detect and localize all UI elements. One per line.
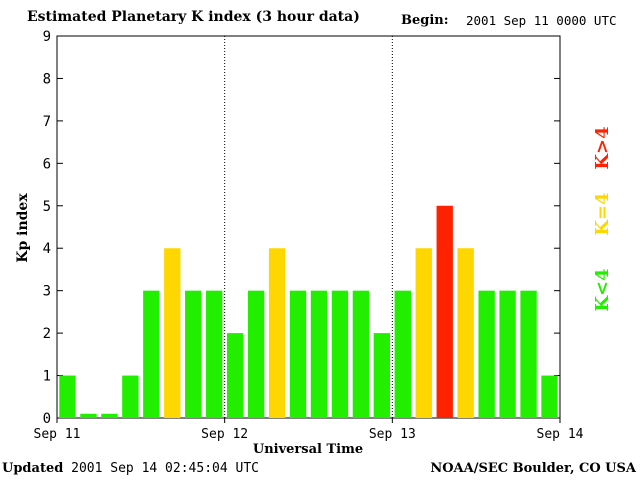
y-tick-label: 4 <box>43 241 51 257</box>
kp-bar <box>352 290 370 418</box>
legend-low: K<4 <box>592 268 613 311</box>
kp-bar <box>59 375 76 418</box>
kp-bar <box>373 333 391 418</box>
x-tick-label: Sep 11 <box>34 427 81 442</box>
begin-value: 2001 Sep 11 0000 UTC <box>466 13 617 28</box>
kp-bar <box>478 290 495 418</box>
kp-bar <box>436 205 453 418</box>
kp-bar <box>415 248 432 418</box>
kp-bar <box>541 375 558 418</box>
y-tick-label: 6 <box>43 156 51 172</box>
kp-bar <box>185 290 202 418</box>
kp-bar <box>101 413 118 418</box>
kp-bar <box>122 375 139 418</box>
chart-title: Estimated Planetary K index (3 hour data… <box>27 9 360 25</box>
kp-bar <box>226 333 244 418</box>
x-tick-label: Sep 14 <box>537 427 584 442</box>
updated-value: 2001 Sep 14 02:45:04 UTC <box>71 461 259 476</box>
kp-bar-chart: 0 1 2 3 4 5 6 7 8 9 Sep 11 Sep 12 Sep 13 Sep 14 Kp in… <box>15 29 613 457</box>
credit-footer: NOAA/SEC Boulder, CO USA <box>430 461 636 476</box>
kp-bar <box>520 290 537 418</box>
x-tick-label: Sep 13 <box>369 427 416 442</box>
y-tick-label: 7 <box>43 114 51 130</box>
kp-bar <box>164 248 181 418</box>
y-tick-label: 5 <box>43 199 51 215</box>
updated-label: Updated <box>2 461 64 476</box>
y-tick-label: 1 <box>43 369 51 385</box>
x-axis-label: Universal Time <box>253 442 363 457</box>
y-tick-label: 3 <box>43 284 51 300</box>
y-tick-label: 2 <box>43 326 51 342</box>
updated-footer: Updated 2001 Sep 14 02:45:04 UTC <box>2 461 259 476</box>
kp-bar <box>80 413 97 418</box>
kp-bar <box>499 290 516 418</box>
kp-bar <box>394 290 411 418</box>
y-axis-label: Kp index <box>15 193 31 263</box>
kp-bar <box>289 290 307 418</box>
y-tick-label: 8 <box>43 71 51 87</box>
y-tick-label: 9 <box>43 29 51 45</box>
legend-mid: K=4 <box>592 192 613 235</box>
begin-label: Begin: <box>401 13 449 28</box>
kp-bar <box>143 290 160 418</box>
kp-bar <box>331 290 349 418</box>
kp-bar <box>268 248 286 418</box>
kp-bar <box>247 290 265 418</box>
kp-bar <box>206 290 223 418</box>
legend-high: K>4 <box>592 126 613 169</box>
plot-frame <box>56 35 561 419</box>
kp-bar <box>457 248 474 418</box>
x-tick-label: Sep 12 <box>201 427 248 442</box>
y-tick-label: 0 <box>43 411 51 427</box>
kp-bar <box>310 290 328 418</box>
